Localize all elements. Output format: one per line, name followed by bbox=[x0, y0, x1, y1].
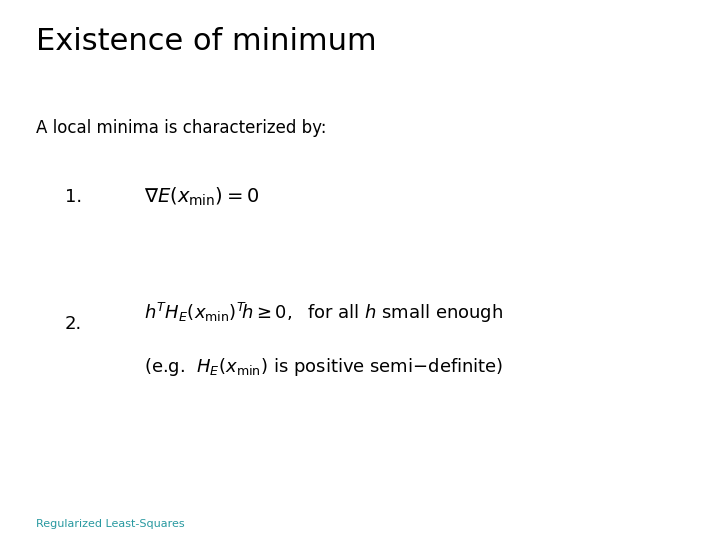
Text: 2.: 2. bbox=[65, 315, 82, 333]
Text: (e.g.  $H_{E}\left(x_{\mathrm{min}}\right)$ is positive semi$-$definite): (e.g. $H_{E}\left(x_{\mathrm{min}}\right… bbox=[144, 356, 503, 378]
Text: Existence of minimum: Existence of minimum bbox=[36, 27, 377, 56]
Text: $\nabla E\left(x_{\mathrm{min}}\right)= 0$: $\nabla E\left(x_{\mathrm{min}}\right)= … bbox=[144, 186, 259, 208]
Text: Regularized Least-Squares: Regularized Least-Squares bbox=[36, 519, 184, 529]
Text: 1.: 1. bbox=[65, 188, 82, 206]
Text: $h^{T} H_{E}\left(x_{\mathrm{min}}\right)^{T}\! h \geq 0,$  for all $h$ small en: $h^{T} H_{E}\left(x_{\mathrm{min}}\right… bbox=[144, 301, 503, 325]
Text: A local minima is characterized by:: A local minima is characterized by: bbox=[36, 119, 326, 137]
